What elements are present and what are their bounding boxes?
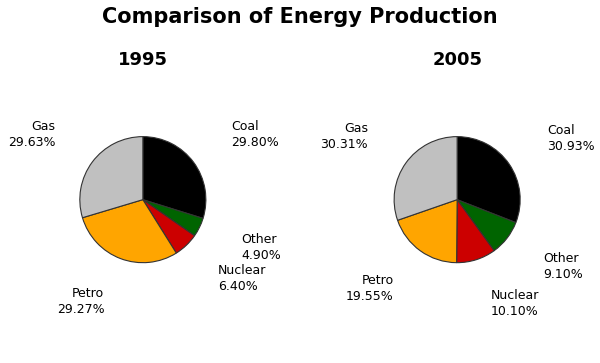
Wedge shape (457, 200, 494, 263)
Wedge shape (80, 136, 143, 218)
Text: Gas
29.63%: Gas 29.63% (8, 120, 55, 149)
Wedge shape (457, 136, 520, 223)
Text: Coal
29.80%: Coal 29.80% (231, 121, 278, 150)
Text: Nuclear
10.10%: Nuclear 10.10% (490, 289, 539, 318)
Text: Coal
30.93%: Coal 30.93% (547, 123, 595, 152)
Text: Comparison of Energy Production: Comparison of Energy Production (102, 7, 498, 27)
Text: Other
4.90%: Other 4.90% (241, 233, 281, 262)
Wedge shape (143, 200, 203, 236)
Wedge shape (398, 200, 457, 263)
Wedge shape (143, 200, 194, 253)
Text: Petro
19.55%: Petro 19.55% (346, 274, 394, 303)
Wedge shape (394, 136, 457, 220)
Title: 1995: 1995 (118, 51, 168, 69)
Text: Nuclear
6.40%: Nuclear 6.40% (218, 264, 266, 293)
Text: Petro
29.27%: Petro 29.27% (57, 287, 104, 317)
Wedge shape (457, 200, 516, 251)
Text: Gas
30.31%: Gas 30.31% (320, 122, 368, 151)
Text: Other
9.10%: Other 9.10% (544, 252, 583, 281)
Wedge shape (143, 136, 206, 219)
Title: 2005: 2005 (432, 51, 482, 69)
Wedge shape (82, 200, 176, 263)
